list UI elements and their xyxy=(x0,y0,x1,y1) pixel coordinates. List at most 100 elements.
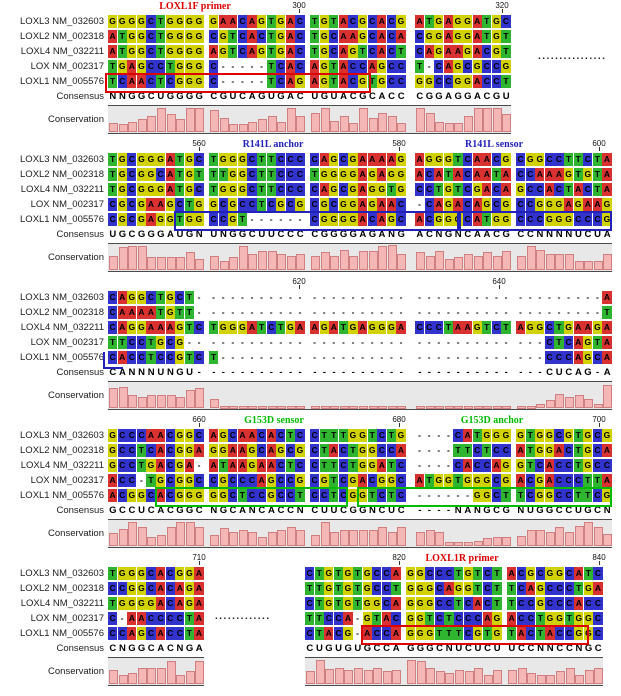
nucleotide-cell: A xyxy=(237,443,247,458)
nucleotide-cell: T xyxy=(386,488,396,503)
row-label: LOXL4 NM_032211 xyxy=(20,46,104,57)
consensus-char: - xyxy=(250,367,254,378)
nucleotide-cell: C xyxy=(209,74,219,89)
ellipsis-dots: ............. xyxy=(215,611,271,622)
nucleotide-cell: C xyxy=(117,74,127,89)
consensus-char: G xyxy=(185,643,194,654)
nucleotide-cell: A xyxy=(127,74,137,89)
nucleotide-cell: A xyxy=(463,320,473,335)
consensus-char: C xyxy=(517,229,525,240)
nucleotide-cell: C xyxy=(338,443,348,458)
nucleotide-cell: A xyxy=(338,74,348,89)
nucleotide-cell: C xyxy=(209,29,219,44)
nucleotide-cell: G xyxy=(415,581,425,596)
nucleotide-cell: G xyxy=(194,74,204,89)
nucleotide-cell: C xyxy=(295,59,305,74)
nucleotide-cell: - xyxy=(279,291,283,302)
nucleotide-cell: G xyxy=(127,596,137,611)
nucleotide-cell: A xyxy=(463,428,473,443)
nucleotide-cell: C xyxy=(564,443,574,458)
annotation-label: R141L anchor xyxy=(242,139,304,150)
consensus-char: N xyxy=(388,229,396,240)
conservation-bar xyxy=(277,122,287,132)
consensus-char: C xyxy=(258,505,266,516)
nucleotide-cell: - xyxy=(494,336,498,347)
nucleotide-cell: G xyxy=(544,428,554,443)
nucleotide-cell: A xyxy=(108,473,118,488)
nucleotide-cell: C xyxy=(391,611,401,626)
nucleotide-cell: - xyxy=(456,291,460,302)
nucleotide-cell: G xyxy=(136,626,146,641)
nucleotide-cell: G xyxy=(406,581,416,596)
consensus-char: N xyxy=(138,367,146,378)
nucleotide-cell: T xyxy=(353,566,363,581)
nucleotide-cell: - xyxy=(269,351,273,362)
consensus-char: - xyxy=(495,367,499,378)
nucleotide-cell: T xyxy=(146,350,156,365)
nucleotide-cell: C xyxy=(526,596,536,611)
nucleotide-cell: G xyxy=(209,488,219,503)
nucleotide-cell: C xyxy=(117,428,127,443)
consensus-char: G xyxy=(483,505,491,516)
nucleotide-cell: A xyxy=(507,566,517,581)
consensus-char: G xyxy=(137,91,146,102)
nucleotide-cell: G xyxy=(482,473,492,488)
nucleotide-cell: A xyxy=(146,212,156,227)
nucleotide-cell: - xyxy=(370,351,374,362)
consensus-char: - xyxy=(427,367,431,378)
nucleotide-cell: T xyxy=(329,488,339,503)
nucleotide-cell: C xyxy=(453,458,463,473)
nucleotide-cell: T xyxy=(257,152,267,167)
nucleotide-cell: T xyxy=(314,611,324,626)
nucleotide-cell: A xyxy=(136,305,146,320)
nucleotide-cell: C xyxy=(194,320,204,335)
nucleotide-cell: G xyxy=(285,320,295,335)
nucleotide-cell: G xyxy=(482,488,492,503)
consensus-char: A xyxy=(483,229,491,240)
nucleotide-cell: T xyxy=(573,458,583,473)
nucleotide-cell: T xyxy=(310,44,320,59)
consensus-char: N xyxy=(109,91,117,102)
conservation-bar xyxy=(593,261,603,270)
nucleotide-cell: - xyxy=(427,336,431,347)
nucleotide-cell: G xyxy=(555,611,565,626)
conservation-bar xyxy=(128,395,138,408)
nucleotide-cell: G xyxy=(492,611,502,626)
nucleotide-cell: A xyxy=(156,197,166,212)
nucleotide-cell: A xyxy=(472,167,482,182)
conservation-bar xyxy=(536,530,546,546)
consensus-char: U xyxy=(502,91,510,102)
nucleotide-cell: C xyxy=(526,626,536,641)
nucleotide-cell: C xyxy=(434,596,444,611)
ruler-tick-label: 560 xyxy=(192,139,206,148)
nucleotide-cell: G xyxy=(425,596,435,611)
nucleotide-cell: G xyxy=(136,44,146,59)
nucleotide-cell: A xyxy=(386,197,396,212)
nucleotide-cell: C xyxy=(593,611,603,626)
nucleotide-cell: C xyxy=(525,182,535,197)
nucleotide-cell: T xyxy=(257,197,267,212)
nucleotide-cell: T xyxy=(482,29,492,44)
nucleotide-cell: A xyxy=(285,29,295,44)
conservation-bar xyxy=(584,261,594,270)
nucleotide-cell: G xyxy=(175,473,185,488)
nucleotide-cell: C xyxy=(381,626,391,641)
nucleotide-cell: G xyxy=(386,320,396,335)
nucleotide-cell: A xyxy=(358,152,368,167)
nucleotide-cell: C xyxy=(396,488,406,503)
nucleotide-cell: T xyxy=(184,350,194,365)
conservation-bar xyxy=(454,257,464,270)
nucleotide-cell: G xyxy=(175,320,185,335)
row-label: LOX NM_002317 xyxy=(30,337,104,348)
conservation-bar xyxy=(176,675,186,684)
nucleotide-cell: A xyxy=(358,320,368,335)
conservation-bar xyxy=(258,119,267,132)
nucleotide-cell: G xyxy=(525,152,535,167)
nucleotide-cell: T xyxy=(310,14,320,29)
nucleotide-cell: G xyxy=(473,626,483,641)
conservation-bar xyxy=(248,254,258,270)
nucleotide-cell: C xyxy=(165,473,175,488)
nucleotide-cell: G xyxy=(406,626,416,641)
consensus-char: A xyxy=(248,91,256,102)
